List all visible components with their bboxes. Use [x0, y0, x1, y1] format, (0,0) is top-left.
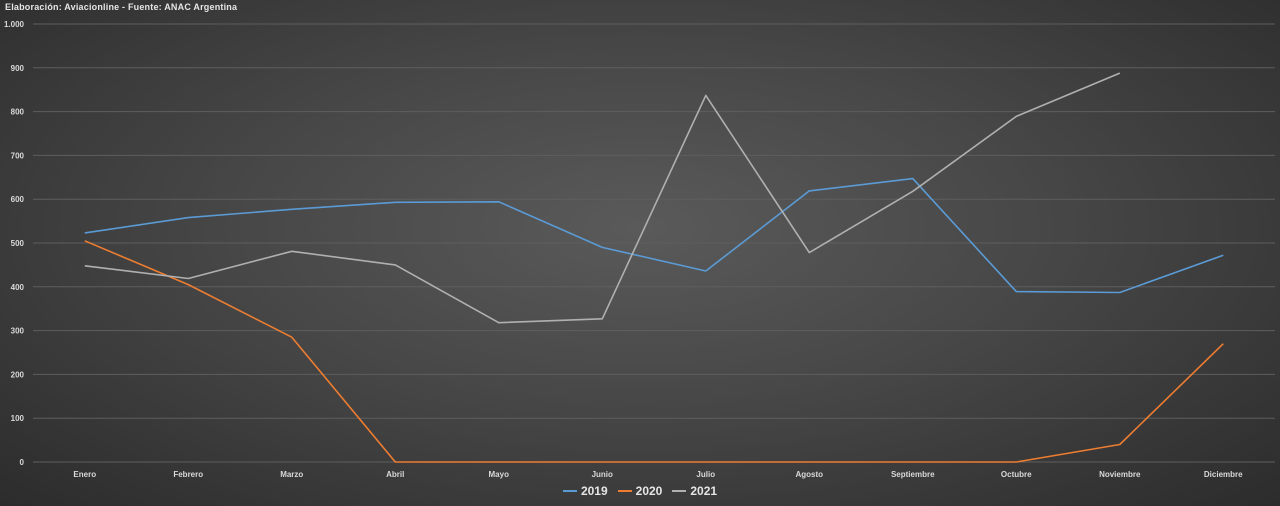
- series-line-2020: [84, 240, 1224, 463]
- y-tick-label: 500: [11, 239, 25, 248]
- y-tick-label: 200: [11, 370, 25, 379]
- y-tick-label: 100: [11, 414, 25, 423]
- y-tick-label: 700: [11, 151, 25, 160]
- y-tick-label: 400: [11, 283, 25, 292]
- x-tick-label: Agosto: [795, 470, 823, 479]
- legend-item-2020: 2020: [617, 484, 663, 498]
- legend-label: 2019: [580, 484, 608, 498]
- legend-swatch: [617, 490, 632, 492]
- chart-legend: 2019 2020 2021: [0, 484, 1280, 498]
- x-tick-label: Noviembre: [1099, 470, 1141, 479]
- y-tick-label: 0: [20, 458, 25, 467]
- legend-label: 2020: [635, 484, 663, 498]
- legend-item-2021: 2021: [672, 484, 717, 498]
- y-tick-label: 300: [11, 327, 25, 336]
- x-tick-label: Julio: [696, 470, 715, 479]
- legend-label: 2021: [690, 484, 718, 498]
- gridlines: [33, 23, 1275, 463]
- x-tick-label: Junio: [592, 470, 613, 479]
- series-line-2019: [84, 177, 1224, 294]
- x-tick-label: Octubre: [1001, 470, 1032, 479]
- x-tick-label: Marzo: [280, 470, 303, 479]
- x-axis-ticks: Enero Febrero Marzo Abril Mayo Junio Julio Agos…: [73, 470, 1243, 479]
- chart-source-note: Elaboración: Aviacionline - Fuente: ANAC…: [5, 2, 238, 12]
- x-tick-label: Diciembre: [1204, 470, 1243, 479]
- x-tick-label: Enero: [73, 470, 96, 479]
- x-tick-label: Septiembre: [891, 470, 935, 479]
- y-axis-ticks: 0 100 200 300 400 500 600 700 800 900 1.000: [4, 20, 25, 467]
- x-tick-label: Mayo: [489, 470, 510, 479]
- legend-item-2019: 2019: [562, 484, 608, 498]
- y-tick-label: 900: [11, 64, 25, 73]
- series-line-2021: [84, 72, 1121, 324]
- legend-swatch: [672, 490, 687, 492]
- y-tick-label: 800: [11, 108, 25, 117]
- y-tick-label: 1.000: [4, 20, 25, 29]
- x-tick-label: Febrero: [173, 470, 203, 479]
- legend-swatch: [562, 490, 577, 492]
- series-lines: [84, 72, 1224, 463]
- y-tick-label: 600: [11, 195, 25, 204]
- x-tick-label: Abril: [386, 470, 404, 479]
